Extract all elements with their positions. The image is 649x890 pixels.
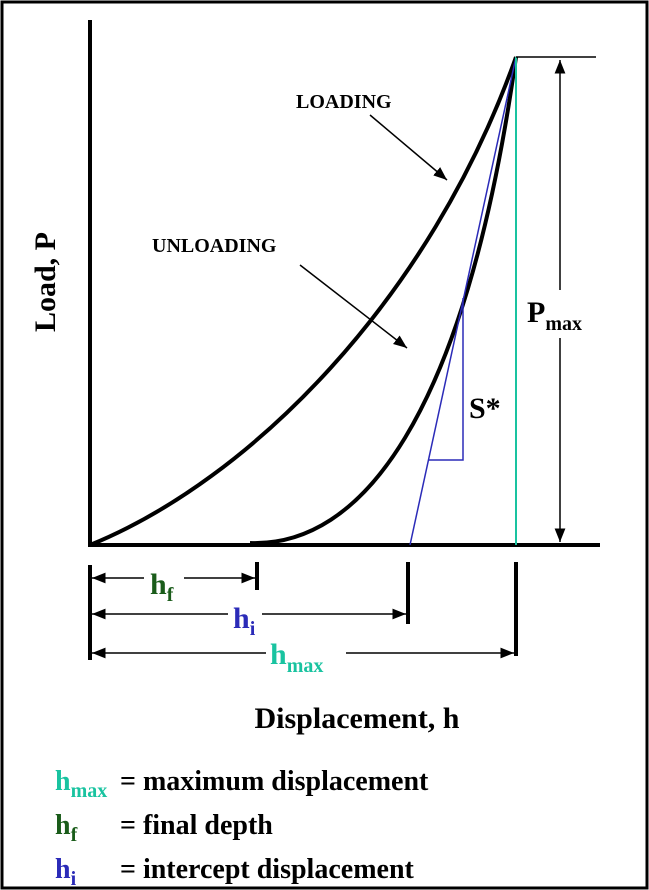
- symbol: h: [233, 602, 250, 635]
- hmax-label: hmax: [270, 638, 323, 677]
- pmax-label-bg: [522, 290, 604, 338]
- slope-triangle: [428, 298, 464, 461]
- loading-arrow: [369, 114, 448, 181]
- symbol: h: [150, 568, 167, 601]
- subscript: i: [250, 618, 256, 640]
- hf-label: hf: [150, 568, 174, 606]
- symbol: h: [55, 854, 71, 885]
- stiffness-label: S*: [469, 392, 501, 425]
- unloading-label: UNLOADING: [152, 235, 277, 257]
- pmax-label: Pmax: [527, 296, 582, 335]
- legend-symbol: hf: [55, 810, 78, 846]
- hi-bg: [228, 602, 262, 628]
- hi-label: hi: [233, 602, 256, 640]
- subscript: i: [71, 868, 77, 890]
- legend-text: = maximum displacement: [120, 766, 429, 797]
- symbol: h: [270, 638, 287, 671]
- subscript: f: [167, 584, 174, 606]
- pmax-symbol: P: [527, 296, 545, 329]
- legend-text: = intercept displacement: [120, 854, 415, 885]
- symbol: h: [55, 766, 71, 797]
- legend-symbol: hi: [55, 854, 77, 890]
- loading-curve: [89, 56, 518, 547]
- loading-label: LOADING: [296, 91, 392, 113]
- legend: hmax = maximum displacement hf = final d…: [55, 766, 429, 890]
- unloading-arrow: [299, 264, 408, 349]
- legend-text: = final depth: [120, 810, 273, 841]
- dimension-ticks: [88, 562, 518, 660]
- hf-bg: [144, 568, 184, 594]
- subscript: max: [71, 780, 108, 802]
- hmax-bg: [266, 640, 346, 668]
- legend-symbol: hmax: [55, 766, 107, 802]
- pmax-subscript: max: [545, 313, 582, 335]
- y-axis-label: Load, P: [29, 232, 62, 332]
- unloading-curve: [249, 56, 518, 546]
- symbol: h: [55, 810, 71, 841]
- x-axis-label: Displacement, h: [255, 702, 460, 735]
- subscript: max: [287, 655, 324, 677]
- subscript: f: [71, 824, 78, 846]
